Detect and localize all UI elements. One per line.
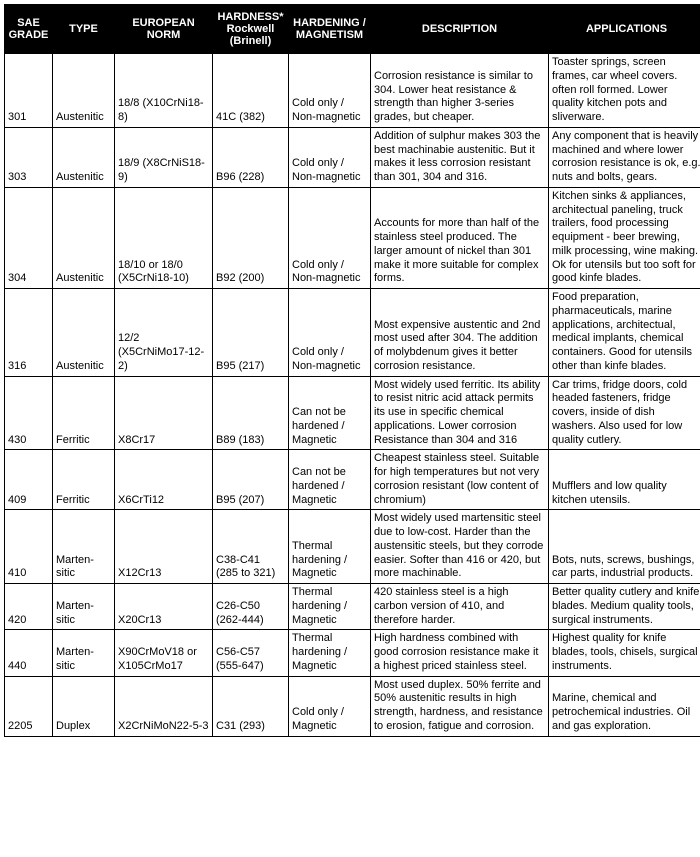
cell-euro: X8Cr17 xyxy=(115,376,213,450)
cell-type: Austenitic xyxy=(53,127,115,187)
cell-apps: Toaster springs, screen frames, car whee… xyxy=(549,54,700,128)
cell-grade: 2205 xyxy=(5,676,53,736)
cell-desc: Addition of sulphur makes 303 the best m… xyxy=(371,127,549,187)
table-row: 440Marten-siticX90CrMoV18 or X105CrMo17C… xyxy=(5,630,700,676)
cell-type: Duplex xyxy=(53,676,115,736)
table-row: 430FerriticX8Cr17B89 (183)Can not be har… xyxy=(5,376,700,450)
cell-euro: X20Cr13 xyxy=(115,584,213,630)
col-header-grade: SAE GRADE xyxy=(5,5,53,54)
cell-hardness: B95 (207) xyxy=(213,450,289,510)
cell-hardening: Thermal hardening / Magnetic xyxy=(289,630,371,676)
cell-hardness: B89 (183) xyxy=(213,376,289,450)
table-row: 301Austenitic18/8 (X10CrNi18-8)41C (382)… xyxy=(5,54,700,128)
cell-grade: 316 xyxy=(5,289,53,377)
table-body: 301Austenitic18/8 (X10CrNi18-8)41C (382)… xyxy=(5,54,700,737)
cell-type: Ferritic xyxy=(53,376,115,450)
cell-hardness: B95 (217) xyxy=(213,289,289,377)
cell-euro: 12/2 (X5CrNiMo17-12-2) xyxy=(115,289,213,377)
cell-grade: 301 xyxy=(5,54,53,128)
steel-grades-table: SAE GRADE TYPE EUROPEAN NORM HARDNESS* R… xyxy=(4,4,700,737)
col-header-hardening: HARDENING / MAGNETISM xyxy=(289,5,371,54)
cell-desc: High hardness combined with good corrosi… xyxy=(371,630,549,676)
table-row: 420Marten-siticX20Cr13C26-C50 (262-444)T… xyxy=(5,584,700,630)
cell-hardening: Can not be hardened / Magnetic xyxy=(289,450,371,510)
cell-desc: Accounts for more than half of the stain… xyxy=(371,187,549,288)
cell-hardness: 41C (382) xyxy=(213,54,289,128)
cell-grade: 420 xyxy=(5,584,53,630)
cell-hardening: Thermal hardening / Magnetic xyxy=(289,510,371,584)
cell-desc: Most widely used ferritic. Its ability t… xyxy=(371,376,549,450)
cell-hardness: C38-C41 (285 to 321) xyxy=(213,510,289,584)
cell-hardening: Cold only / Non-magnetic xyxy=(289,54,371,128)
cell-hardness: B92 (200) xyxy=(213,187,289,288)
cell-type: Marten-sitic xyxy=(53,630,115,676)
cell-apps: Car trims, fridge doors, cold headed fas… xyxy=(549,376,700,450)
cell-apps: Mufflers and low quality kitchen utensil… xyxy=(549,450,700,510)
table-row: 303Austenitic18/9 (X8CrNiS18-9)B96 (228)… xyxy=(5,127,700,187)
cell-type: Marten-sitic xyxy=(53,510,115,584)
cell-desc: 420 stainless steel is a high carbon ver… xyxy=(371,584,549,630)
cell-desc: Most used duplex. 50% ferrite and 50% au… xyxy=(371,676,549,736)
col-header-type: TYPE xyxy=(53,5,115,54)
cell-apps: Any component that is heavily machined a… xyxy=(549,127,700,187)
cell-apps: Kitchen sinks & appliances, architectual… xyxy=(549,187,700,288)
table-header: SAE GRADE TYPE EUROPEAN NORM HARDNESS* R… xyxy=(5,5,700,54)
cell-euro: 18/8 (X10CrNi18-8) xyxy=(115,54,213,128)
cell-type: Austenitic xyxy=(53,289,115,377)
cell-apps: Better quality cutlery and knife blades.… xyxy=(549,584,700,630)
cell-euro: X12Cr13 xyxy=(115,510,213,584)
cell-euro: X6CrTi12 xyxy=(115,450,213,510)
cell-grade: 430 xyxy=(5,376,53,450)
col-header-euro: EUROPEAN NORM xyxy=(115,5,213,54)
cell-desc: Most widely used martensitic steel due t… xyxy=(371,510,549,584)
cell-grade: 303 xyxy=(5,127,53,187)
cell-euro: X2CrNiMoN22-5-3 xyxy=(115,676,213,736)
cell-grade: 304 xyxy=(5,187,53,288)
col-header-hardness: HARDNESS* Rockwell (Brinell) xyxy=(213,5,289,54)
cell-grade: 410 xyxy=(5,510,53,584)
table-row: 2205DuplexX2CrNiMoN22-5-3C31 (293)Cold o… xyxy=(5,676,700,736)
cell-hardness: B96 (228) xyxy=(213,127,289,187)
cell-euro: X90CrMoV18 or X105CrMo17 xyxy=(115,630,213,676)
cell-hardening: Cold only / Non-magnetic xyxy=(289,289,371,377)
cell-euro: 18/10 or 18/0 (X5CrNi18-10) xyxy=(115,187,213,288)
cell-type: Austenitic xyxy=(53,187,115,288)
cell-apps: Bots, nuts, screws, bushings, car parts,… xyxy=(549,510,700,584)
cell-hardness: C31 (293) xyxy=(213,676,289,736)
cell-hardening: Cold only / Non-magnetic xyxy=(289,127,371,187)
cell-grade: 440 xyxy=(5,630,53,676)
cell-apps: Marine, chemical and petrochemical indus… xyxy=(549,676,700,736)
table-row: 304Austenitic18/10 or 18/0 (X5CrNi18-10)… xyxy=(5,187,700,288)
cell-euro: 18/9 (X8CrNiS18-9) xyxy=(115,127,213,187)
cell-type: Ferritic xyxy=(53,450,115,510)
cell-hardening: Thermal hardening / Magnetic xyxy=(289,584,371,630)
cell-desc: Corrosion resistance is similar to 304. … xyxy=(371,54,549,128)
table-row: 410Marten-siticX12Cr13C38-C41 (285 to 32… xyxy=(5,510,700,584)
cell-hardening: Cold only / Magnetic xyxy=(289,676,371,736)
cell-grade: 409 xyxy=(5,450,53,510)
table-row: 316Austenitic12/2 (X5CrNiMo17-12-2)B95 (… xyxy=(5,289,700,377)
cell-hardness: C56-C57 (555-647) xyxy=(213,630,289,676)
cell-desc: Most expensive austentic and 2nd most us… xyxy=(371,289,549,377)
cell-hardening: Can not be hardened / Magnetic xyxy=(289,376,371,450)
table-row: 409FerriticX6CrTi12B95 (207)Can not be h… xyxy=(5,450,700,510)
cell-type: Marten-sitic xyxy=(53,584,115,630)
col-header-desc: DESCRIPTION xyxy=(371,5,549,54)
cell-apps: Food preparation, pharmaceuticals, marin… xyxy=(549,289,700,377)
cell-hardness: C26-C50 (262-444) xyxy=(213,584,289,630)
cell-type: Austenitic xyxy=(53,54,115,128)
cell-hardening: Cold only / Non-magnetic xyxy=(289,187,371,288)
cell-apps: Highest quality for knife blades, tools,… xyxy=(549,630,700,676)
cell-desc: Cheapest stainless steel. Suitable for h… xyxy=(371,450,549,510)
col-header-apps: APPLICATIONS xyxy=(549,5,700,54)
